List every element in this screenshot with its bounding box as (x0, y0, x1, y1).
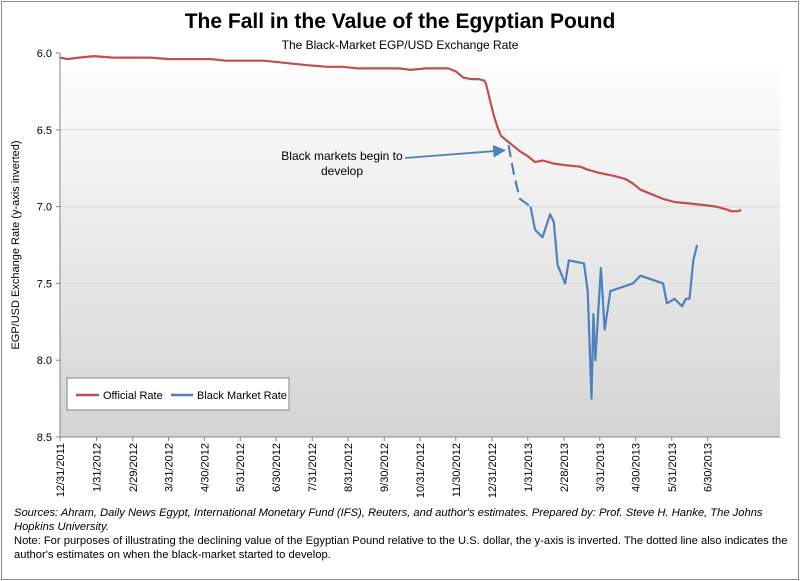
series-group (59, 54, 742, 400)
x-axis-ticks: 12/31/2011 1/31/2012 2/29/2012 3/31/2012 4/3… (55, 437, 715, 498)
y-tick-label: 7.5 (37, 278, 52, 290)
x-tick-label: 3/31/2012 (164, 443, 176, 492)
x-tick-label: 1/31/2013 (523, 443, 535, 492)
x-tick-label: 11/30/2012 (451, 443, 463, 497)
y-tick-label: 8.5 (37, 432, 52, 444)
legend-label-black-market: Black Market Rate (197, 390, 287, 402)
x-tick-label: 2/28/2013 (559, 443, 571, 492)
x-tick-label: 3/31/2013 (595, 443, 607, 492)
annotation-text: Black markets begin to (281, 149, 403, 163)
annotation-arrow (404, 144, 506, 159)
x-tick-label: 2/29/2012 (128, 443, 140, 492)
x-tick-label: 12/31/2011 (55, 443, 67, 497)
x-tick-label: 8/31/2012 (343, 443, 355, 492)
x-tick-label: 5/31/2012 (235, 443, 247, 492)
x-tick-label: 12/31/2012 (487, 443, 499, 498)
y-axis-label: EGP/USD Exchange Rate (y-axis inverted) (10, 140, 22, 349)
sources-text: Sources: Ahram, Daily News Egypt, Intern… (14, 507, 763, 533)
chart-subtitle: The Black-Market EGP/USD Exchange Rate (281, 38, 519, 52)
y-tick-label: 7.0 (37, 202, 52, 214)
y-tick-label: 6.5 (37, 125, 52, 137)
y-tick-label: 8.0 (37, 355, 52, 367)
x-tick-label: 6/30/2012 (271, 443, 283, 492)
x-tick-label: 4/30/2012 (199, 443, 211, 492)
chart-notes: Sources: Ahram, Daily News Egypt, Intern… (14, 506, 789, 562)
x-tick-label: 1/31/2012 (92, 443, 104, 492)
series-line-official-rate (59, 54, 742, 213)
x-tick-label: 9/30/2012 (379, 443, 391, 492)
annotation-text: develop (321, 164, 363, 178)
x-tick-label: 4/30/2013 (631, 443, 643, 492)
y-tick-label: 6.0 (37, 48, 52, 60)
x-tick-label: 7/31/2012 (307, 443, 319, 492)
legend-label-official: Official Rate (103, 390, 163, 402)
y-axis-ticks: 6.0 6.5 7.0 7.5 8.0 8.5 (37, 48, 60, 444)
plot-area (60, 53, 780, 437)
series-line-black-market-estimate (507, 145, 532, 208)
x-tick-label: 5/31/2013 (667, 443, 679, 492)
legend: Official Rate Black Market Rate (66, 377, 290, 411)
note-text: Note: For purposes of illustrating the d… (14, 535, 788, 561)
x-tick-label: 6/30/2013 (703, 443, 715, 492)
chart-title: The Fall in the Value of the Egyptian Po… (184, 10, 616, 33)
x-tick-label: 10/31/2012 (415, 443, 427, 498)
series-line-black-market-rate (529, 206, 699, 400)
